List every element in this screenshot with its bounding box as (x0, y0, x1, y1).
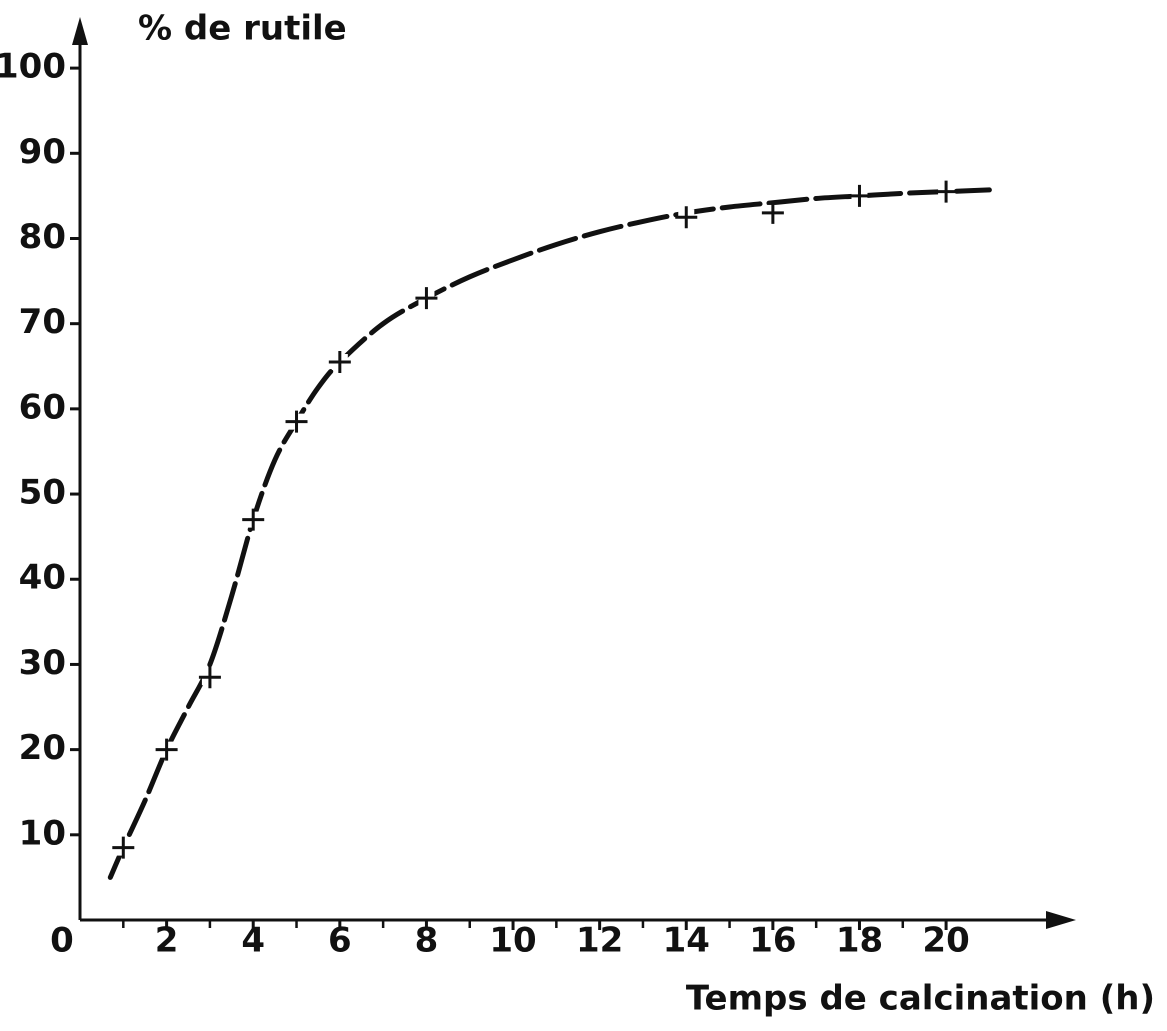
y-tick-label: 60 (19, 387, 66, 427)
y-tick-label: 40 (19, 558, 66, 598)
x-tick-label: 8 (415, 921, 439, 961)
x-tick-label: 0 (50, 921, 74, 961)
y-axis-label: % de rutile (138, 9, 347, 49)
x-tick-label: 10 (489, 921, 536, 961)
data-point (198, 666, 221, 689)
x-tick-label: 14 (663, 921, 710, 961)
data-point (935, 180, 958, 203)
x-axis-label: Temps de calcination (h) (686, 979, 1155, 1019)
data-point (761, 201, 784, 224)
data-point (285, 410, 308, 433)
data-point (242, 508, 265, 531)
y-tick-label: 100 (0, 47, 66, 87)
y-tick-label: 80 (19, 217, 66, 257)
data-point (675, 206, 698, 229)
x-tick-label: 2 (155, 921, 179, 961)
x-tick-label: 18 (836, 921, 883, 961)
x-tick-label: 6 (328, 921, 352, 961)
y-tick-label: 20 (19, 728, 66, 768)
x-tick-label: 16 (749, 921, 796, 961)
x-axis-arrow (1046, 911, 1076, 929)
y-axis-arrow (72, 17, 88, 45)
y-tick-label: 90 (19, 132, 66, 172)
x-tick-label: 12 (576, 921, 623, 961)
x-tick-label: 20 (922, 921, 969, 961)
data-point (112, 836, 135, 859)
data-point (848, 184, 871, 207)
data-point (155, 738, 178, 761)
y-tick-label: 10 (19, 813, 66, 853)
y-tick-label: 70 (19, 302, 66, 342)
data-point (328, 351, 351, 374)
x-tick-label: 4 (241, 921, 265, 961)
y-tick-label: 50 (19, 473, 66, 513)
fit-curve (107, 187, 992, 880)
y-tick-label: 30 (19, 643, 66, 683)
data-point (415, 287, 438, 310)
